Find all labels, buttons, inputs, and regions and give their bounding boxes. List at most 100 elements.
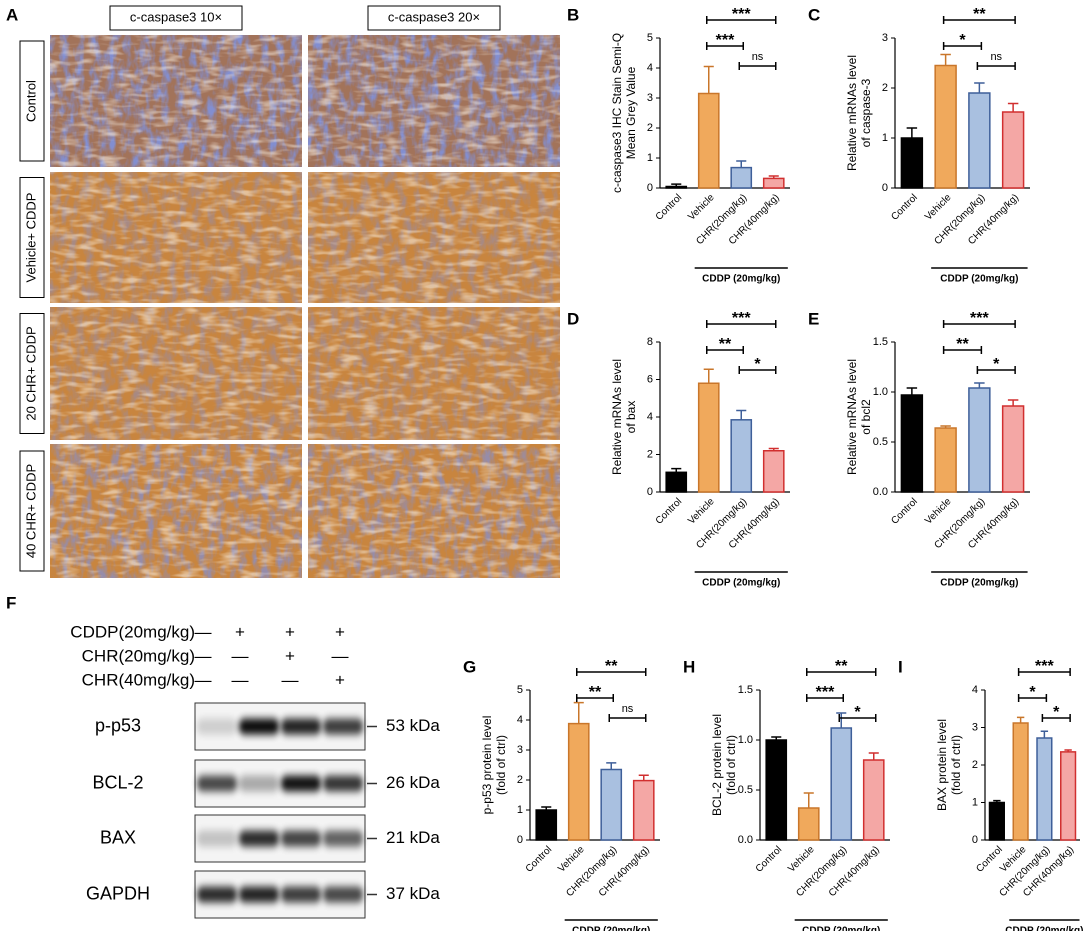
significance-bracket <box>608 714 647 722</box>
blot-band <box>197 775 237 792</box>
error-bar <box>868 752 879 760</box>
significance-label: *** <box>970 310 989 327</box>
error-bar <box>803 792 814 808</box>
group-label: CDDP (20mg/kg) <box>702 274 780 285</box>
treatment-sign: — <box>195 670 212 689</box>
treatment-sign: — <box>232 670 249 689</box>
y-tick-label: 3 <box>647 92 653 104</box>
x-tick-label: Control <box>524 844 555 875</box>
row-label-box <box>19 313 45 434</box>
panel-label: E <box>808 309 819 328</box>
blot-band <box>239 718 279 735</box>
bar <box>765 739 788 841</box>
error-bar <box>940 425 951 428</box>
treatment-label: CDDP(20mg/kg) <box>70 622 195 641</box>
image-lumen <box>50 35 302 167</box>
y-tick-label: 1 <box>517 804 523 816</box>
histology-image <box>50 307 302 440</box>
image-lumen <box>308 444 560 578</box>
bar <box>1036 737 1053 841</box>
y-axis-label: of bax <box>624 401 638 434</box>
treatment-sign: — <box>232 646 249 665</box>
significance-bracket <box>976 366 1016 374</box>
error-bar <box>906 127 918 138</box>
significance-bracket <box>1017 694 1048 702</box>
y-tick-label: 4 <box>647 411 653 423</box>
significance-bracket <box>738 62 777 70</box>
treatment-label: CHR(40mg/kg) <box>82 670 195 689</box>
image-lumen <box>50 172 302 303</box>
y-tick-label: 1 <box>972 796 978 808</box>
significance-label: ** <box>605 658 618 675</box>
band-size: 26 kDa <box>386 773 440 792</box>
row-label-box <box>19 40 45 162</box>
bar <box>900 394 924 493</box>
treatment-sign: — <box>195 622 212 641</box>
x-tick-label: Vehicle <box>923 496 954 527</box>
y-tick-label: 6 <box>647 373 653 385</box>
bar <box>762 450 785 493</box>
image-lumen <box>50 307 302 440</box>
blot-band <box>323 718 363 735</box>
blot-band <box>239 886 279 903</box>
error-bar <box>836 712 847 728</box>
treatment-sign: — <box>282 670 299 689</box>
band-size: 53 kDa <box>386 716 440 735</box>
x-tick-label: Vehicle <box>923 192 954 223</box>
histology-image <box>50 35 302 167</box>
x-tick-label: Vehicle <box>686 496 717 527</box>
row-label-box <box>19 450 45 572</box>
y-tick-label: 0 <box>882 182 888 194</box>
y-tick-label: 8 <box>647 336 653 348</box>
row-label: Control <box>23 80 38 122</box>
group-label: CDDP (20mg/kg) <box>802 926 880 931</box>
y-tick-label: 0.5 <box>738 784 753 796</box>
treatment-sign: + <box>285 622 295 641</box>
group-label: CDDP (20mg/kg) <box>1005 926 1083 931</box>
histology-image <box>50 172 302 303</box>
significance-bracket <box>838 714 877 722</box>
treatment-sign: — <box>195 646 212 665</box>
bar <box>1012 722 1029 841</box>
significance-label: * <box>1029 684 1036 701</box>
significance-label: ns <box>752 51 764 63</box>
bar <box>665 471 688 493</box>
column-header-box <box>367 5 501 31</box>
y-tick-label: 2 <box>972 759 978 771</box>
row-label-box <box>19 177 45 298</box>
blot-band <box>197 886 237 903</box>
error-bar <box>771 736 782 740</box>
y-axis-label: BCL-2 protein level <box>710 714 724 816</box>
blot-band <box>281 718 321 735</box>
error-bar <box>1016 716 1025 723</box>
y-tick-label: 0.0 <box>738 834 753 846</box>
x-tick-label: Vehicle <box>786 844 817 875</box>
significance-label: ** <box>956 336 969 353</box>
bar <box>600 768 623 841</box>
y-tick-label: 4 <box>647 62 653 74</box>
x-tick-label: Control <box>754 844 785 875</box>
significance-bracket <box>706 42 744 50</box>
histology-image <box>308 35 560 167</box>
bar <box>934 427 957 493</box>
histology-image <box>308 307 560 440</box>
significance-bracket <box>942 42 983 50</box>
y-tick-label: 1.5 <box>873 336 888 348</box>
significance-label: ** <box>589 684 602 701</box>
bar <box>697 382 720 493</box>
error-bar <box>736 160 747 168</box>
panel-label: H <box>683 657 695 676</box>
y-axis-label: Relative mRNAs level <box>610 359 624 475</box>
error-bar <box>1007 102 1019 112</box>
y-tick-label: 0.0 <box>873 486 888 498</box>
y-tick-label: 0.5 <box>873 436 888 448</box>
significance-label: *** <box>1035 658 1054 675</box>
x-tick-label: Control <box>889 496 920 527</box>
y-axis-label: (fold of ctrl) <box>724 735 738 795</box>
image-lumen <box>308 172 560 303</box>
x-tick-label: Control <box>654 192 685 223</box>
band-name: p-p53 <box>95 715 141 735</box>
significance-bracket <box>576 694 614 702</box>
bar <box>797 807 820 841</box>
